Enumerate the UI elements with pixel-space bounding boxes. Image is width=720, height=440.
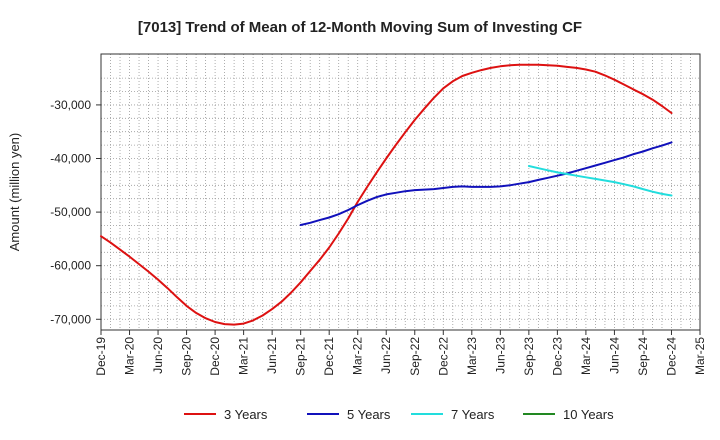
x-tick-label: Jun-22 [379,337,393,374]
x-tick-label: Dec-20 [208,337,222,376]
plot-area [100,53,701,331]
chart-title: [7013] Trend of Mean of 12-Month Moving … [138,19,582,36]
x-tick-label: Sep-23 [522,337,536,376]
x-tick-label: Jun-21 [265,337,279,374]
x-tick-label: Dec-23 [550,337,564,376]
legend-label-7-years: 7 Years [451,407,495,422]
x-tick-label: Dec-24 [664,337,678,376]
x-tick-label: Jun-24 [607,337,621,374]
legend-label-10-years: 10 Years [563,407,614,422]
series-line-5-years [299,141,673,226]
y-axis: -70,000 -60,000 -50,000 -40,000 -30,000 [50,98,101,326]
x-tick-label: Dec-21 [322,337,336,376]
x-tick-label: Jun-20 [151,337,165,374]
grid [101,54,700,330]
x-tick-label: Jun-23 [493,337,507,374]
x-axis: Dec-19 Mar-20 Jun-20 Sep-20 Dec-20 Mar-21 Jun-… [94,330,707,376]
x-tick-label: Mar-23 [465,337,479,375]
series-line-7-years [527,165,673,197]
x-tick-label: Dec-22 [436,337,450,376]
x-tick-label: Mar-22 [351,337,365,375]
x-tick-label: Mar-25 [693,337,707,375]
x-tick-label: Mar-20 [123,337,137,375]
legend-label-5-years: 5 Years [347,407,391,422]
y-tick-label: -70,000 [50,312,91,326]
x-tick-label: Sep-20 [180,337,194,376]
series-group [100,63,673,326]
x-tick-label: Mar-21 [237,337,251,375]
y-axis-label: Amount (million yen) [7,133,22,252]
y-tick-label: -30,000 [50,98,91,112]
y-tick-label: -60,000 [50,259,91,273]
legend-label-3-years: 3 Years [224,407,268,422]
x-tick-label: Mar-24 [579,337,593,375]
y-tick-label: -50,000 [50,205,91,219]
x-tick-label: Sep-21 [294,337,308,376]
y-tick-label: -40,000 [50,152,91,166]
x-tick-label: Dec-19 [94,337,108,376]
x-tick-label: Sep-24 [636,337,650,376]
legend: 3 Years 5 Years 7 Years 10 Years [184,407,614,422]
x-tick-label: Sep-22 [408,337,422,376]
series-line-3-years [100,63,673,326]
